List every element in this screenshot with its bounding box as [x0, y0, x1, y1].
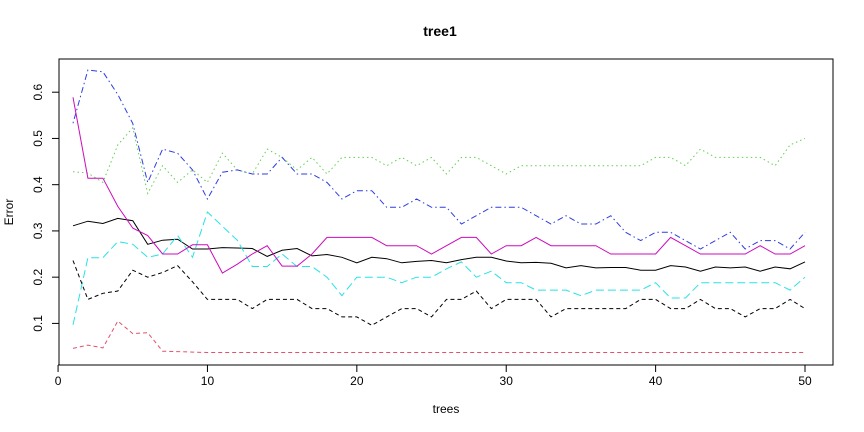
series-line-5	[72, 211, 806, 325]
series-line-6	[72, 97, 806, 274]
series-line-4	[72, 69, 806, 250]
y-tick-label: 0.6	[31, 84, 45, 101]
plot-frame	[58, 58, 834, 366]
x-tick-label: 20	[350, 374, 364, 388]
series-line-3	[72, 126, 806, 195]
x-tick-label: 30	[500, 374, 514, 388]
y-tick-label: 0.1	[31, 315, 45, 332]
chart-title: tree1	[423, 23, 457, 39]
y-tick-label: 0.5	[31, 130, 45, 147]
y-axis-label: Error	[2, 199, 16, 226]
series-layer	[72, 69, 806, 353]
series-line-1	[72, 217, 806, 272]
series-line-2	[72, 320, 805, 353]
series-line-7	[72, 260, 806, 326]
y-tick-label: 0.2	[31, 268, 45, 285]
y-axis: 0.1 0.2 0.3 0.4 0.5 0.6	[31, 84, 60, 332]
x-tick-label: 0	[55, 374, 62, 388]
x-tick-label: 10	[201, 374, 215, 388]
x-tick-label: 50	[798, 374, 812, 388]
x-tick-label: 40	[649, 374, 663, 388]
y-tick-label: 0.4	[31, 176, 45, 193]
x-axis: 0 10 20 30 40 50	[55, 364, 812, 388]
y-tick-label: 0.3	[31, 222, 45, 239]
x-axis-label: trees	[433, 402, 460, 416]
